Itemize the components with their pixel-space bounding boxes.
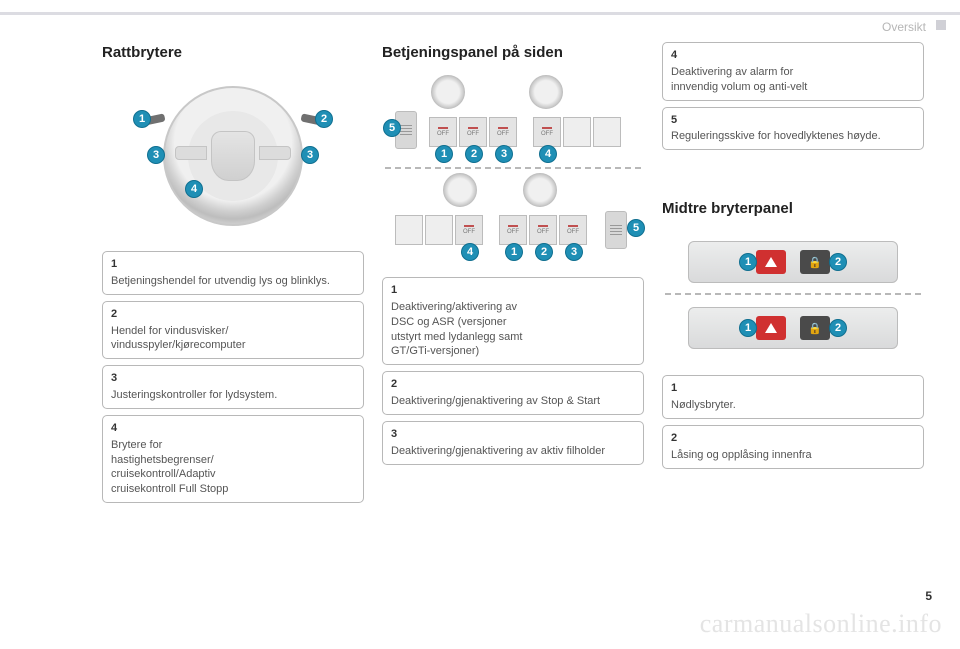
mini-wheel-icon [443,173,477,207]
switch-cluster: OFF [533,117,621,147]
page-number: 5 [925,589,932,603]
title-center-panel: Midtre bryterpanel [662,200,924,217]
switch-cluster: OFF OFF OFF [429,117,517,147]
wheel-hub [211,131,255,181]
info-num: 2 [391,377,635,392]
hazard-icon [756,316,786,340]
callout-1: 1 [505,243,523,261]
side-panel-diagram: 5 OFF OFF OFF 1 2 3 OFF 4 [382,71,644,267]
info-box: 3 Deaktivering/gjenaktivering av aktiv f… [382,421,644,465]
callout-4: 4 [461,243,479,261]
info-num: 4 [671,48,915,63]
switch-off-icon: OFF [455,215,483,245]
info-num: 2 [111,307,355,322]
wheel-spoke-left [175,146,207,160]
info-box: 5 Reguleringsskive for hovedlyktenes høy… [662,107,924,151]
info-text: Hendel for vindusvisker/ vindusspyler/kj… [111,325,246,352]
switch-blank-icon [593,117,621,147]
info-box: 4 Brytere for hastighetsbegrenser/ cruis… [102,415,364,503]
column-sidepanel: Betjeningspanel på siden 5 OFF OFF OFF 1… [382,40,644,649]
switch-off-icon: OFF [489,117,517,147]
lock-icon: 🔒 [800,250,830,274]
dimmer-icon [605,211,627,249]
info-text: Låsing og opplåsing innenfra [671,449,812,461]
callout-3: 3 [565,243,583,261]
section-label: Oversikt [882,20,926,34]
info-text: Brytere for hastighetsbegrenser/ cruisek… [111,439,228,496]
divider-dashed [665,293,921,295]
callout-1: 1 [133,110,151,128]
info-box: 2 Låsing og opplåsing innenfra [662,425,924,469]
watermark: carmanualsonline.info [700,609,942,639]
callout-4: 4 [185,180,203,198]
info-text: Deaktivering av alarm for innvendig volu… [671,66,807,93]
mini-wheel-icon [529,75,563,109]
center-panel-strip: 🔒 [688,241,898,283]
divider-dashed [385,167,641,169]
switch-off-icon: OFF [559,215,587,245]
info-box: 2 Hendel for vindusvisker/ vindusspyler/… [102,301,364,360]
top-rule [0,12,960,15]
hazard-icon [756,250,786,274]
info-num: 3 [111,371,355,386]
info-num: 5 [671,113,915,128]
switch-blank-icon [425,215,453,245]
info-box: 1 Nødlysbryter. [662,375,924,419]
info-num: 3 [391,427,635,442]
info-num: 1 [391,283,635,298]
info-text: Justeringskontroller for lydsystem. [111,389,277,401]
info-box: 3 Justeringskontroller for lydsystem. [102,365,364,409]
center-panel-strip: 🔒 [688,307,898,349]
callout-4: 4 [539,145,557,163]
callout-2: 2 [535,243,553,261]
column-rattbrytere: Rattbrytere 1 2 3 3 4 1 Betjeningshendel… [102,40,364,649]
info-text: Deaktivering/gjenaktivering av aktiv fil… [391,445,605,457]
info-num: 1 [671,381,915,396]
title-sidepanel: Betjeningspanel på siden [382,44,644,61]
mini-wheel-icon [431,75,465,109]
wheel-spoke-right [259,146,291,160]
center-panel-diagram: 🔒 1 2 🔒 1 2 [662,227,924,365]
info-num: 2 [671,431,915,446]
info-box: 4 Deaktivering av alarm for innvendig vo… [662,42,924,101]
switch-blank-icon [395,215,423,245]
callout-2: 2 [315,110,333,128]
column-right: 4 Deaktivering av alarm for innvendig vo… [662,40,924,649]
callout-5: 5 [383,119,401,137]
switch-off-icon: OFF [499,215,527,245]
switch-cluster: OFF [395,215,483,245]
info-text: Nødlysbryter. [671,399,736,411]
callout-3-left: 3 [147,146,165,164]
info-num: 1 [111,257,355,272]
switch-off-icon: OFF [533,117,561,147]
switch-off-icon: OFF [529,215,557,245]
info-text: Deaktivering/aktivering av DSC og ASR (v… [391,301,522,358]
info-box: 1 Deaktivering/aktivering av DSC og ASR … [382,277,644,365]
title-rattbrytere: Rattbrytere [102,44,364,61]
info-num: 4 [111,421,355,436]
switch-off-icon: OFF [429,117,457,147]
info-text: Betjeningshendel for utvendig lys og bli… [111,275,330,287]
switch-blank-icon [563,117,591,147]
mini-wheel-icon [523,173,557,207]
switch-off-icon: OFF [459,117,487,147]
switch-cluster: OFF OFF OFF [499,215,587,245]
info-text: Deaktivering/gjenaktivering av Stop & St… [391,395,600,407]
callout-3: 3 [495,145,513,163]
steering-wheel-diagram: 1 2 3 3 4 [102,71,364,241]
info-box: 2 Deaktivering/gjenaktivering av Stop & … [382,371,644,415]
callout-3-right: 3 [301,146,319,164]
info-box: 1 Betjeningshendel for utvendig lys og b… [102,251,364,295]
page: Rattbrytere 1 2 3 3 4 1 Betjeningshendel… [0,0,960,649]
corner-square [936,20,946,30]
info-text: Reguleringsskive for hovedlyktenes høyde… [671,130,881,142]
callout-2: 2 [465,145,483,163]
callout-5: 5 [627,219,645,237]
callout-1: 1 [435,145,453,163]
lock-icon: 🔒 [800,316,830,340]
